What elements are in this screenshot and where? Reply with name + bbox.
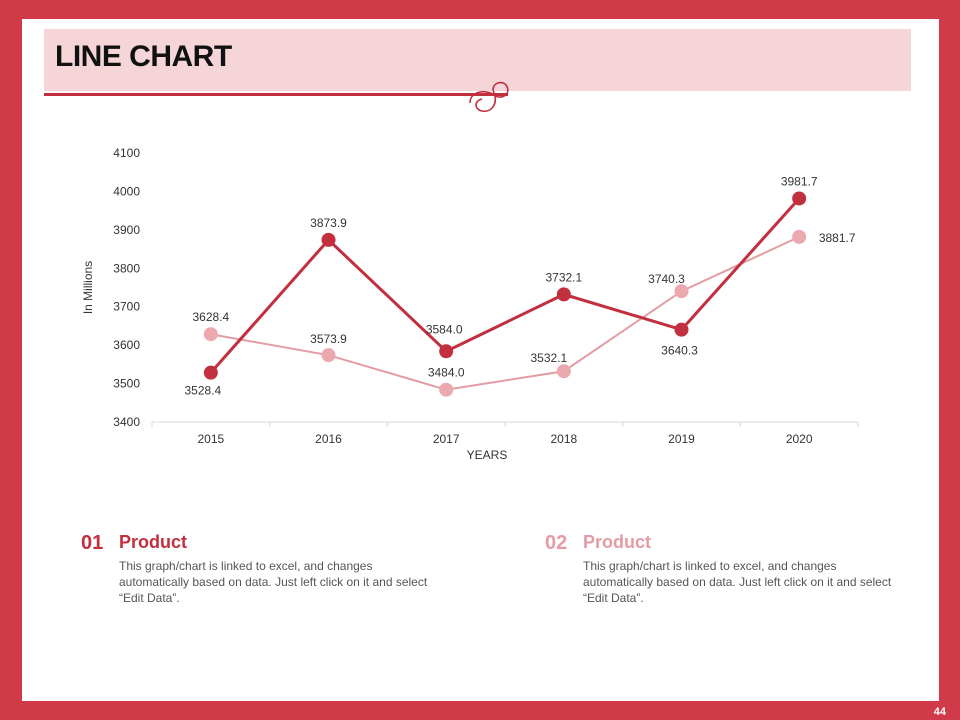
title-underline (44, 93, 508, 96)
series-2-point (674, 284, 689, 299)
series-1-line (209, 197, 801, 374)
x-tick-label: 2016 (315, 432, 342, 446)
data-label: 3484.0 (428, 366, 465, 380)
series-1-point (439, 344, 454, 359)
x-tick-label: 2018 (550, 432, 577, 446)
series-1-labels: 3528.4 3873.9 3584.0 3732.1 3640.3 3981.7 (184, 174, 817, 397)
info-heading: Product (583, 532, 652, 552)
x-axis-ticks: 2015 2016 2017 2018 2019 2020 (151, 422, 859, 446)
data-label: 3732.1 (545, 270, 582, 284)
data-label: 3628.4 (192, 310, 229, 324)
info-number: 01 (81, 532, 104, 554)
data-label: 3573.9 (310, 332, 347, 346)
y-tick-label: 4000 (113, 184, 140, 198)
x-tick-label: 2019 (668, 432, 695, 446)
info-number: 02 (545, 532, 568, 554)
series-1-point (321, 232, 336, 247)
x-tick-label: 2017 (433, 432, 460, 446)
info-heading: Product (119, 532, 188, 552)
data-label: 3584.0 (426, 322, 463, 336)
page-number: 44 (933, 706, 946, 718)
data-label: 3981.7 (781, 174, 818, 188)
y-tick-label: 3800 (113, 261, 140, 275)
y-axis-ticks: 3400 3500 3600 3700 3800 3900 4000 4100 (113, 146, 140, 429)
series-1-point (556, 287, 571, 302)
info-body: This graph/chart is linked to excel, and… (119, 559, 428, 605)
data-label: 3528.4 (184, 384, 221, 398)
y-tick-label: 3600 (113, 338, 140, 352)
y-tick-label: 3900 (113, 223, 140, 237)
page-title: LINE CHART (55, 40, 232, 73)
y-axis-label: In Millions (81, 261, 95, 314)
series-1-point (792, 191, 807, 206)
y-tick-label: 3700 (113, 300, 140, 314)
series-1-point (203, 365, 218, 380)
y-tick-label: 4100 (113, 146, 140, 160)
x-axis-label: YEARS (467, 448, 508, 462)
series-2 (203, 229, 807, 397)
data-label: 3873.9 (310, 216, 347, 230)
series-2-point (556, 364, 571, 379)
series-2-line (210, 235, 800, 391)
data-label: 3532.1 (530, 351, 567, 365)
x-tick-label: 2020 (786, 432, 813, 446)
series-1-point (674, 322, 689, 337)
x-tick-label: 2015 (197, 432, 224, 446)
title-band (44, 29, 911, 91)
data-label: 3881.7 (819, 231, 856, 245)
series-2-point (439, 382, 454, 397)
series-2-point (321, 348, 336, 363)
series-2-labels: 3628.4 3573.9 3484.0 3532.1 3740.3 3881.7 (192, 231, 855, 380)
series-layer: 3528.4 3873.9 3584.0 3732.1 3640.3 3981.7 3628… (184, 174, 855, 397)
info-body: This graph/chart is linked to excel, and… (583, 559, 892, 605)
swirl-ornament-icon (469, 81, 509, 113)
data-label: 3640.3 (661, 344, 698, 358)
series-2-point (792, 229, 807, 244)
y-tick-label: 3400 (113, 415, 140, 429)
series-1 (203, 191, 807, 380)
slide: LINE CHART 3400 3500 3600 3700 3800 3900 4000 4… (22, 19, 939, 701)
data-label: 3740.3 (648, 272, 685, 286)
y-tick-label: 3500 (113, 377, 140, 391)
series-2-point (203, 327, 218, 342)
